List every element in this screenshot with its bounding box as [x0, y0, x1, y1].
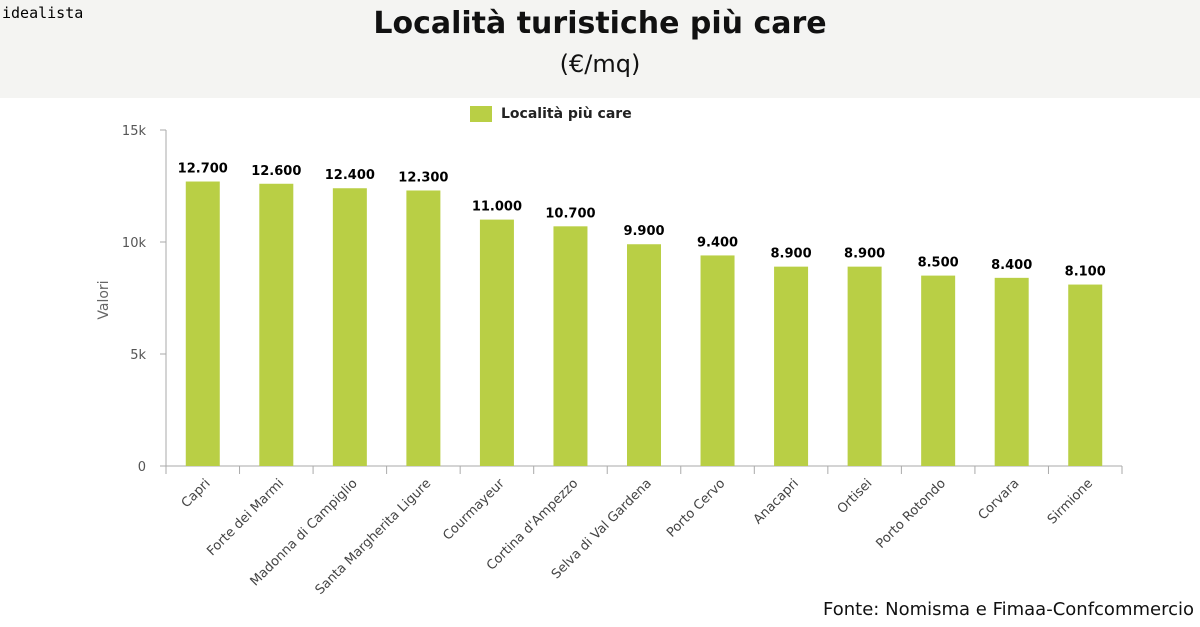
- chart-title: Località turistiche più care: [373, 6, 827, 41]
- data-label: 9.900: [623, 224, 664, 239]
- bar: [479, 219, 514, 466]
- category-label: Corvara: [976, 476, 1023, 523]
- category-label: Porto Rotondo: [873, 476, 949, 552]
- category-label: Capri: [179, 476, 214, 511]
- bar: [1068, 284, 1103, 466]
- y-tick-label: 0: [138, 460, 146, 475]
- data-label: 8.400: [991, 258, 1032, 273]
- data-label: 8.900: [771, 247, 812, 262]
- chart-header: idealista Località turistiche più care (…: [0, 0, 1200, 98]
- data-label: 8.500: [918, 256, 959, 271]
- category-label: Ortisei: [835, 476, 876, 517]
- data-label: 12.700: [178, 162, 228, 177]
- bar: [921, 275, 956, 466]
- category-label: Porto Cervo: [664, 476, 728, 540]
- category-label: Sirmione: [1045, 476, 1096, 527]
- category-label: Anacapri: [751, 476, 802, 527]
- brand-logo: idealista: [2, 4, 84, 22]
- y-axis-title: Valori: [96, 280, 112, 319]
- bar: [774, 266, 809, 466]
- data-label: 10.700: [545, 206, 595, 221]
- data-label: 12.600: [251, 164, 301, 179]
- data-label: 8.900: [844, 247, 885, 262]
- bar: [847, 266, 882, 466]
- legend-label: Località più care: [501, 106, 632, 122]
- data-label: 12.400: [325, 168, 375, 183]
- bar: [700, 255, 735, 466]
- chart-legend[interactable]: Località più care: [470, 103, 632, 125]
- data-label: 8.100: [1065, 265, 1106, 280]
- data-label: 11.000: [472, 200, 522, 215]
- bar: [406, 190, 441, 467]
- category-label: Forte dei Marmi: [204, 476, 287, 559]
- chart-subtitle: (€/mq): [559, 50, 641, 78]
- y-tick-label: 10k: [122, 236, 147, 251]
- category-label: Courmayeur: [440, 476, 508, 544]
- bar: [553, 226, 588, 466]
- y-tick-label: 5k: [130, 348, 146, 363]
- bar: [185, 181, 220, 466]
- source-note: Fonte: Nomisma e Fimaa-Confcommercio: [823, 599, 1194, 620]
- data-label: 9.400: [697, 235, 738, 250]
- data-label: 12.300: [398, 170, 448, 185]
- bar: [259, 183, 294, 466]
- y-tick-label: 15k: [122, 124, 147, 139]
- bar: [627, 244, 661, 466]
- bar: [994, 277, 1029, 466]
- legend-swatch: [470, 106, 492, 122]
- bar: [332, 188, 367, 467]
